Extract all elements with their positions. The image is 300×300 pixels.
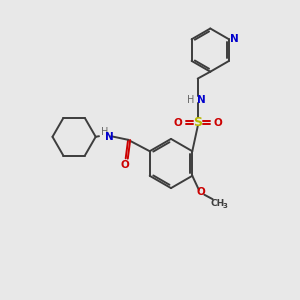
- Text: O: O: [173, 118, 182, 128]
- Text: 3: 3: [222, 203, 227, 209]
- Text: O: O: [121, 160, 130, 170]
- Text: H: H: [101, 127, 108, 137]
- Text: O: O: [196, 187, 205, 197]
- Text: H: H: [188, 95, 195, 105]
- Text: N: N: [230, 34, 239, 44]
- Text: S: S: [193, 116, 202, 129]
- Text: O: O: [213, 118, 222, 128]
- Text: N: N: [197, 95, 206, 105]
- Text: CH: CH: [211, 199, 225, 208]
- Text: N: N: [105, 132, 114, 142]
